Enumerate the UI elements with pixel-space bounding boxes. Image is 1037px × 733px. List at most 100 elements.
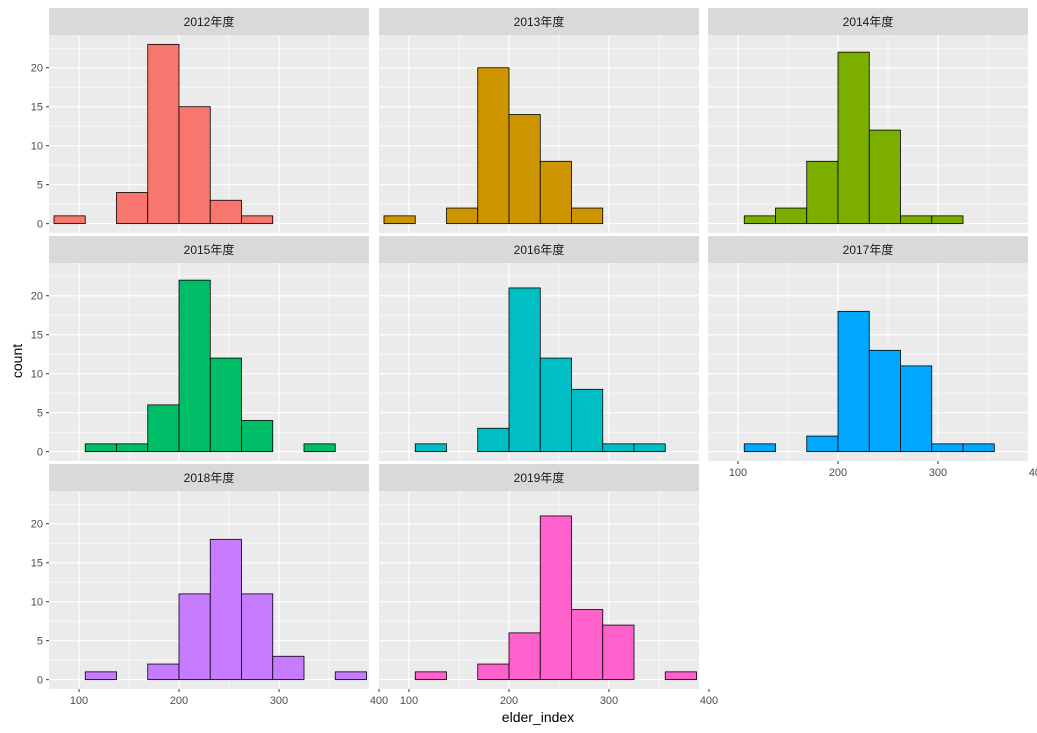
facet-panel: 2015年度 0 5 10 15 20 xyxy=(31,236,369,461)
y-tick-label: 0 xyxy=(37,675,43,687)
y-tick-label: 5 xyxy=(37,180,43,192)
x-tick-label: 100 xyxy=(729,467,747,479)
histogram-bar xyxy=(508,632,541,681)
histogram-bar xyxy=(178,106,211,225)
histogram-bar xyxy=(414,443,447,453)
histogram-bar xyxy=(602,443,635,453)
histogram-bar xyxy=(414,671,447,681)
histogram-bar xyxy=(571,609,604,681)
histogram-bar xyxy=(178,593,211,681)
histogram-bar xyxy=(209,538,242,681)
histogram-bar xyxy=(147,404,180,453)
histogram-bar xyxy=(508,114,541,225)
x-tick-label: 400 xyxy=(700,695,718,707)
histogram-bar xyxy=(539,357,572,453)
y-tick-label: 15 xyxy=(31,102,43,114)
histogram-bar xyxy=(962,443,995,453)
facet-panel: 2013年度 xyxy=(379,8,699,233)
y-tick-label: 0 xyxy=(37,447,43,459)
facet-panel: 2016年度 xyxy=(379,236,699,461)
y-tick-label: 5 xyxy=(37,636,43,648)
facet-panel: 2014年度 xyxy=(708,8,1028,233)
facet-label: 2019年度 xyxy=(514,470,565,485)
histogram-bar xyxy=(900,365,933,453)
x-tick-label: 400 xyxy=(370,695,388,707)
facet-label: 2018年度 xyxy=(184,470,235,485)
y-tick-label: 15 xyxy=(31,558,43,570)
facet-strip xyxy=(49,236,369,263)
histogram-bar xyxy=(477,663,510,681)
histogram-bar xyxy=(477,427,510,453)
x-tick-label: 100 xyxy=(400,695,418,707)
y-tick-label: 10 xyxy=(31,369,43,381)
y-tick-label: 20 xyxy=(31,291,43,303)
y-tick-label: 10 xyxy=(31,141,43,153)
x-tick-label: 400 xyxy=(1029,467,1037,479)
histogram-bar xyxy=(209,357,242,453)
histogram-bar xyxy=(806,160,839,225)
histogram-bar xyxy=(241,593,274,681)
facet-strip xyxy=(379,464,699,491)
histogram-bar xyxy=(633,443,666,453)
histogram-bar xyxy=(806,435,839,453)
histogram-bar xyxy=(931,215,964,225)
histogram-bar xyxy=(84,443,117,453)
facet-panel: 2017年度 100 200 300 400 xyxy=(708,236,1037,479)
histogram-bar xyxy=(743,215,776,225)
y-tick-label: 0 xyxy=(37,219,43,231)
facet-strip xyxy=(379,236,699,263)
histogram-bar xyxy=(743,443,776,453)
facet-label: 2013年度 xyxy=(514,14,565,29)
x-tick-label: 100 xyxy=(70,695,88,707)
x-tick-label: 200 xyxy=(170,695,188,707)
histogram-bar xyxy=(241,420,274,453)
histogram-bar xyxy=(539,160,572,225)
y-axis-title: count xyxy=(9,344,25,378)
histogram-bar xyxy=(837,51,870,225)
facet-label: 2015年度 xyxy=(184,242,235,257)
histogram-bar xyxy=(539,515,572,681)
histogram-bar xyxy=(868,129,901,225)
histogram-bar xyxy=(837,310,870,453)
histogram-bar xyxy=(178,279,211,453)
y-tick-label: 5 xyxy=(37,408,43,420)
histogram-bar xyxy=(84,671,117,681)
histogram-bar xyxy=(664,671,697,681)
histogram-bar xyxy=(116,443,149,453)
histogram-bar xyxy=(571,388,604,453)
y-tick-label: 10 xyxy=(31,597,43,609)
histogram-bar xyxy=(571,207,604,225)
facet-strip xyxy=(379,8,699,35)
histogram-bar xyxy=(775,207,808,225)
histogram-bar xyxy=(477,67,510,225)
histogram-bar xyxy=(334,671,367,681)
x-tick-label: 300 xyxy=(929,467,947,479)
histogram-bar xyxy=(383,215,416,225)
facet-strip xyxy=(49,464,369,491)
histogram-bar xyxy=(931,443,964,453)
y-tick-label: 15 xyxy=(31,330,43,342)
histogram-bar xyxy=(53,215,86,225)
histogram-bar xyxy=(900,215,933,225)
facet-panel: 2018年度 0 5 10 15 20 100 200 300 400 xyxy=(31,464,388,707)
x-axis-title: elder_index xyxy=(502,709,574,725)
histogram-bar xyxy=(868,349,901,453)
x-tick-label: 300 xyxy=(600,695,618,707)
facet-label: 2016年度 xyxy=(514,242,565,257)
histogram-bar xyxy=(116,192,149,225)
facet-label: 2012年度 xyxy=(184,14,235,29)
histogram-bar xyxy=(209,199,242,225)
histogram-bar xyxy=(508,287,541,453)
histogram-bar xyxy=(446,207,479,225)
facet-panel: 2019年度 100 200 300 400 xyxy=(379,464,718,707)
facet-strip xyxy=(708,236,1028,263)
histogram-bar xyxy=(241,215,274,225)
histogram-bar xyxy=(147,43,180,225)
y-tick-label: 20 xyxy=(31,63,43,75)
facet-label: 2017年度 xyxy=(843,242,894,257)
facet-label: 2014年度 xyxy=(843,14,894,29)
facet-strip xyxy=(49,8,369,35)
histogram-bar xyxy=(602,624,635,681)
